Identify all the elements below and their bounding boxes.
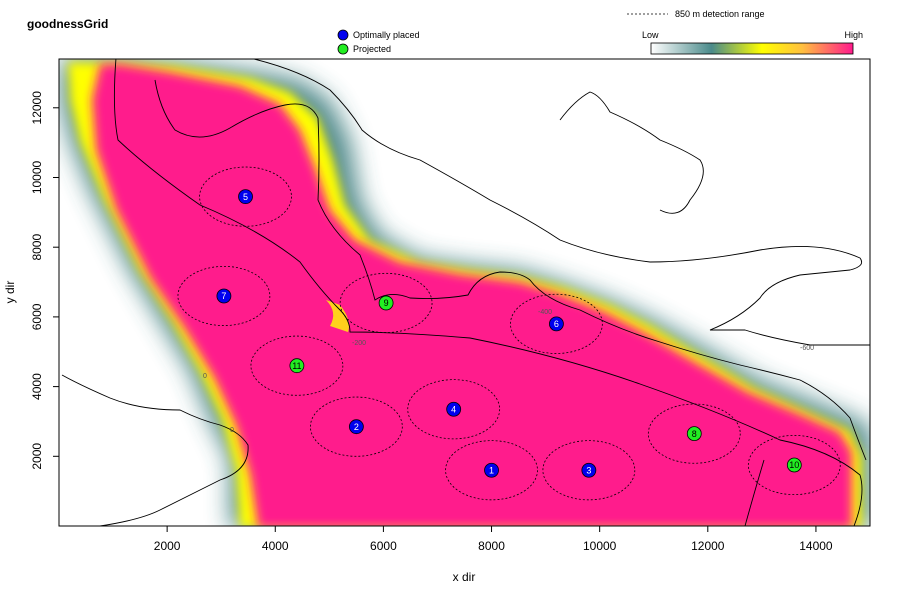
receiver-point (581, 462, 597, 478)
contour-label-200: -200 (352, 340, 366, 347)
colorbar: Low High (642, 30, 863, 55)
legend-optimal-label: Optimally placed (353, 30, 420, 40)
receiver-id-label: 10 (789, 460, 799, 470)
contour-label-600: -600 (800, 345, 814, 352)
receiver-id-label: 4 (451, 404, 456, 414)
detection-range-circle (542, 440, 636, 501)
legend-projected-label: Projected (353, 44, 391, 54)
receiver-point (446, 401, 462, 417)
x-tick-label: 10000 (583, 539, 617, 553)
detection-range-circle (747, 434, 841, 496)
detection-range-circle (250, 335, 344, 396)
contour-label-400: -400 (538, 309, 552, 316)
x-axis: 2000 4000 6000 8000 10000 12000 14000 (154, 526, 833, 553)
receiver-point (484, 462, 499, 478)
detection-range-circle (407, 379, 501, 440)
receiver-id-label: 2 (354, 422, 359, 432)
detection-range-circle (177, 265, 271, 327)
y-tick-label: 8000 (30, 234, 44, 261)
receiver-id-label: 6 (554, 319, 559, 329)
x-axis-label: x dir (453, 570, 476, 584)
x-tick-label: 12000 (691, 539, 725, 553)
y-tick-label: 12000 (30, 91, 44, 125)
y-tick-label: 4000 (30, 373, 44, 400)
receiver-point (289, 358, 305, 374)
y-tick-label: 6000 (30, 303, 44, 330)
receiver-id-label: 8 (692, 429, 697, 439)
receivers: 1 2 3 4 5 6 7 8 9 10 11 (216, 189, 802, 478)
contour-label-0a: 0 (203, 373, 207, 380)
detection-range-circle (339, 272, 433, 333)
contour-label-0b: 0 (230, 427, 234, 434)
receiver-point (549, 316, 564, 332)
detection-range-circle (199, 166, 292, 227)
receiver-id-label: 7 (221, 291, 226, 301)
receiver-point (348, 419, 364, 435)
legend-optimal-marker (337, 29, 349, 41)
x-tick-label: 6000 (370, 539, 397, 553)
y-tick-label: 10000 (30, 160, 44, 194)
legend-range-label: 850 m detection range (675, 9, 765, 19)
plot-frame (58, 58, 871, 527)
detection-ranges (177, 166, 841, 501)
x-tick-label: 2000 (154, 539, 181, 553)
receiver-id-label: 1 (489, 465, 494, 475)
colorbar-low-label: Low (642, 30, 659, 40)
y-axis: 2000 4000 6000 8000 10000 12000 (30, 91, 59, 470)
detection-range-circle (510, 293, 603, 354)
receiver-id-label: 5 (243, 192, 248, 202)
receiver-point (686, 426, 702, 442)
legend-projected-marker (337, 43, 349, 55)
x-tick-label: 14000 (799, 539, 833, 553)
colorbar-gradient (650, 42, 854, 55)
chart-title: goodnessGrid (27, 17, 108, 31)
detection-range-circle (647, 403, 741, 464)
y-tick-label: 2000 (30, 443, 44, 470)
coastline-lines (61, 59, 870, 526)
receiver-id-label: 9 (384, 298, 389, 308)
receiver-id-label: 3 (586, 465, 591, 475)
detection-range-circle (310, 396, 403, 457)
detection-range-circle (445, 440, 538, 501)
x-tick-label: 4000 (262, 539, 289, 553)
goodness-heatmap (60, 59, 870, 526)
receiver-point (378, 295, 394, 311)
x-tick-label: 8000 (478, 539, 505, 553)
colorbar-high-label: High (844, 30, 863, 40)
legend: Optimally placed Projected 850 m detecti… (337, 9, 765, 55)
receiver-id-label: 11 (292, 361, 301, 371)
receiver-point (216, 288, 232, 304)
receiver-point (786, 457, 802, 473)
y-axis-label: y dir (3, 281, 17, 304)
receiver-point (238, 189, 253, 205)
